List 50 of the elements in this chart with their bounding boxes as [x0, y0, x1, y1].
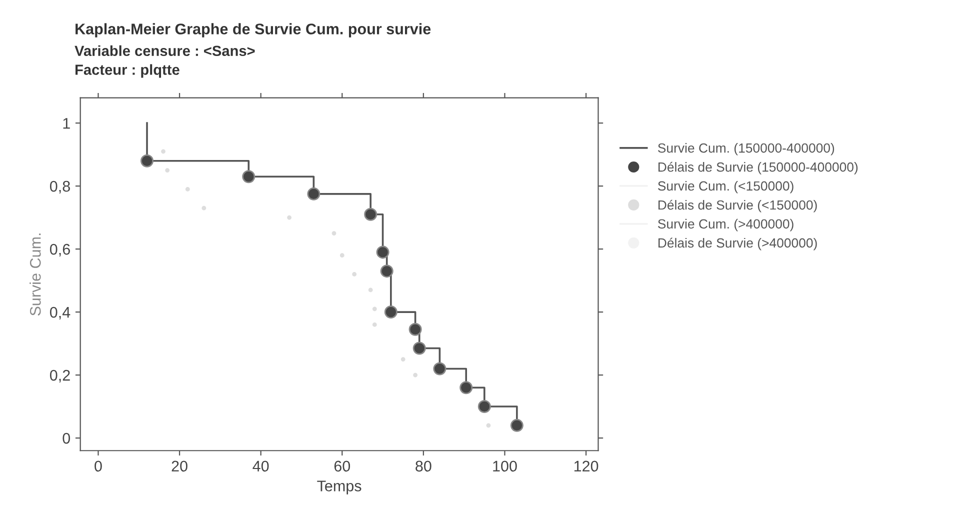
- legend-label: Délais de Survie (>400000): [658, 238, 817, 250]
- point: [165, 168, 170, 172]
- legend-label: Délais de Survie (<150000): [658, 200, 817, 212]
- y-tick-label: 0,2: [50, 370, 70, 383]
- point: [364, 208, 378, 221]
- point: [412, 342, 426, 355]
- point: [368, 288, 373, 292]
- point: [161, 149, 166, 154]
- point: [307, 187, 320, 200]
- point: [376, 246, 390, 259]
- point: [486, 423, 491, 428]
- point: [340, 253, 344, 258]
- x-tick-label: 60: [334, 460, 350, 472]
- point: [140, 154, 154, 168]
- point: [380, 264, 394, 278]
- point: [287, 215, 292, 220]
- legend-label: Survie Cum. (<150000): [658, 180, 794, 194]
- point: [352, 272, 357, 276]
- y-tick-label: 0,4: [50, 306, 70, 320]
- point: [372, 322, 377, 327]
- x-tick-label: 100: [493, 460, 517, 472]
- chart-subtitle: Variable censure : <Sans> Facteur : plqtte: [74, 45, 255, 78]
- point: [185, 186, 190, 192]
- x-tick-label: 40: [252, 460, 269, 472]
- legend-label: Survie Cum. (150000-400000): [658, 143, 834, 156]
- y-axis-title: Survie Cum.: [30, 234, 41, 316]
- x-tick-label: 0: [94, 460, 102, 472]
- point: [384, 306, 398, 319]
- point: [478, 400, 491, 414]
- y-tick-label: 0: [62, 432, 70, 444]
- point: [400, 357, 406, 362]
- point: [460, 381, 473, 394]
- point: [242, 170, 256, 184]
- x-tick-label: 20: [172, 460, 188, 472]
- y-tick-label: 1: [63, 118, 70, 129]
- point: [372, 306, 377, 312]
- x-axis-title: Temps: [317, 480, 362, 494]
- x-tick-label: 120: [574, 460, 598, 472]
- point: [413, 372, 418, 378]
- chart-title: Kaplan-Meier Graphe de Survie Cum. pour survie: [76, 23, 431, 38]
- point: [433, 362, 446, 376]
- legend-label: Survie Cum. (>400000): [658, 218, 794, 232]
- point: [202, 206, 206, 210]
- point: [408, 322, 422, 336]
- legend-label: Délais de Survie (150000-400000): [658, 162, 858, 174]
- point: [510, 418, 524, 432]
- y-tick-label: 0,8: [50, 180, 70, 194]
- y-tick-label: 0,6: [50, 244, 70, 257]
- point: [332, 231, 336, 236]
- x-tick-label: 80: [416, 460, 432, 472]
